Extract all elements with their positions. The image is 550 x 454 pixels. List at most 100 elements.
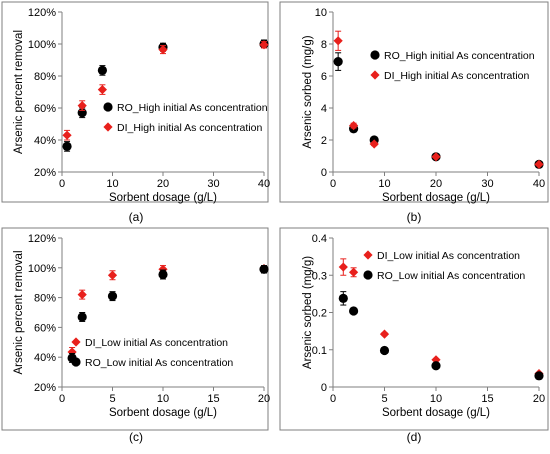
x-tick-label: 10	[378, 178, 390, 190]
y-tick-label: 10	[315, 7, 327, 19]
data-point	[349, 121, 359, 131]
y-tick-label: 100%	[28, 39, 56, 51]
legend: DI_Low initial As concentration RO_Low in…	[363, 250, 525, 282]
x-axis-title: Sorbent dosage (g/L)	[109, 192, 217, 204]
data-point	[369, 139, 379, 149]
data-point	[62, 141, 72, 151]
data-point	[431, 361, 441, 371]
series-ro	[338, 291, 544, 381]
y-tick-label: 40%	[34, 352, 56, 364]
y-tick-label: 2	[321, 135, 327, 147]
legend-marker	[370, 70, 380, 80]
data-point	[77, 101, 87, 111]
x-tick-label: 10	[106, 178, 118, 190]
y-tick-label: 120%	[28, 233, 56, 245]
legend-label: RO_Low initial As concentration	[377, 270, 525, 282]
x-tick-label: 20	[533, 393, 545, 405]
y-tick-label: 120%	[28, 7, 56, 19]
legend-marker	[103, 122, 113, 132]
data-point	[77, 312, 87, 322]
panel-d: 0 5 10 15 20 0 0.1 0.2 0.3 0.4 Sorbent dosage (g/L…	[279, 227, 549, 444]
chart-frame	[279, 1, 549, 203]
data-point	[107, 270, 118, 280]
panel-a: 0 10 20 30 40 20% 40% 60% 80% 100% 120% Sorbent dos…	[1, 1, 270, 224]
legend-marker	[370, 50, 380, 60]
x-tick-label: 30	[207, 178, 219, 190]
x-tick-label: 10	[430, 393, 442, 405]
data-point	[107, 291, 118, 301]
y-tick-label: 0.4	[312, 233, 327, 245]
data-point	[259, 264, 269, 274]
data-point	[77, 290, 87, 300]
data-point	[333, 57, 343, 67]
data-point	[431, 152, 441, 162]
chart-frame	[1, 1, 269, 203]
data-point	[62, 130, 72, 140]
data-point	[349, 306, 359, 316]
x-tick-label: 20	[430, 178, 442, 190]
x-tick-label: 15	[207, 393, 219, 405]
y-axis-title: Arsenic percent removal	[13, 30, 25, 154]
legend-label: DI_Low initial As concentration	[377, 250, 520, 262]
y-tick-label: 6	[321, 71, 327, 83]
y-axis-title: Arsenic sorbed (mg/g)	[302, 35, 314, 148]
data-point	[97, 85, 107, 95]
x-tick-label: 40	[533, 178, 545, 190]
legend-marker	[363, 270, 373, 280]
data-point	[379, 345, 390, 356]
y-tick-label: 20%	[34, 167, 56, 179]
data-point	[333, 36, 343, 46]
x-tick-label: 5	[109, 393, 115, 405]
panel-caption: (a)	[129, 210, 144, 224]
panel-b: 0 10 20 30 40 0 2 4 6 8 10 Sorbent dosage (g/L) Arse…	[279, 1, 549, 224]
y-axis-title: Arsenic percent removal	[13, 251, 25, 375]
data-point	[97, 65, 107, 75]
legend-label: RO_High initial As concentration	[117, 102, 268, 114]
data-point	[67, 347, 77, 357]
x-tick-label: 20	[258, 393, 270, 405]
x-tick-label: 0	[59, 178, 65, 190]
legend: DI_Low initial As concentration RO_Low in…	[71, 337, 233, 369]
legend-label: DI_High initial As concentration	[117, 122, 262, 134]
data-point	[158, 45, 168, 55]
series-ro	[62, 39, 269, 152]
panel-caption: (b)	[407, 210, 422, 224]
x-tick-label: 30	[481, 178, 493, 190]
legend-label: RO_High initial As concentration	[384, 50, 535, 62]
x-tick-label: 10	[157, 393, 169, 405]
data-point	[349, 267, 359, 277]
legend-marker	[103, 102, 113, 112]
x-tick-label: 5	[381, 393, 387, 405]
legend-label: DI_High initial As concentration	[384, 70, 529, 82]
chart-frame	[279, 227, 549, 431]
y-tick-label: 80%	[34, 293, 56, 305]
data-point	[534, 159, 544, 169]
data-point	[379, 329, 390, 339]
data-point	[158, 269, 168, 280]
x-tick-label: 0	[330, 393, 336, 405]
chart-frame	[1, 227, 269, 431]
y-tick-label: 60%	[34, 322, 56, 334]
series-di	[333, 30, 544, 169]
y-tick-label: 40%	[34, 135, 56, 147]
x-tick-label: 15	[481, 393, 493, 405]
legend: RO_High initial As concentration DI_High …	[370, 50, 535, 82]
legend-label: RO_Low initial As concentration	[85, 357, 233, 369]
legend-marker	[363, 250, 373, 260]
y-tick-label: 0.2	[312, 308, 327, 320]
panel-c: 0 5 10 15 20 20% 40% 60% 80% 100% 120% Sorbent dosa…	[1, 227, 270, 444]
y-tick-label: 100%	[28, 263, 56, 275]
data-point	[338, 293, 348, 303]
y-tick-label: 60%	[34, 103, 56, 115]
data-point	[534, 371, 544, 381]
y-tick-label: 4	[321, 103, 327, 115]
panel-caption: (c)	[129, 430, 143, 444]
series-di	[62, 40, 269, 141]
x-axis-title: Sorbent dosage (g/L)	[382, 192, 490, 204]
x-axis-title: Sorbent dosage (g/L)	[109, 407, 217, 419]
x-tick-label: 0	[59, 393, 65, 405]
data-point	[338, 262, 348, 272]
legend-marker	[71, 337, 81, 347]
data-point	[259, 40, 269, 50]
